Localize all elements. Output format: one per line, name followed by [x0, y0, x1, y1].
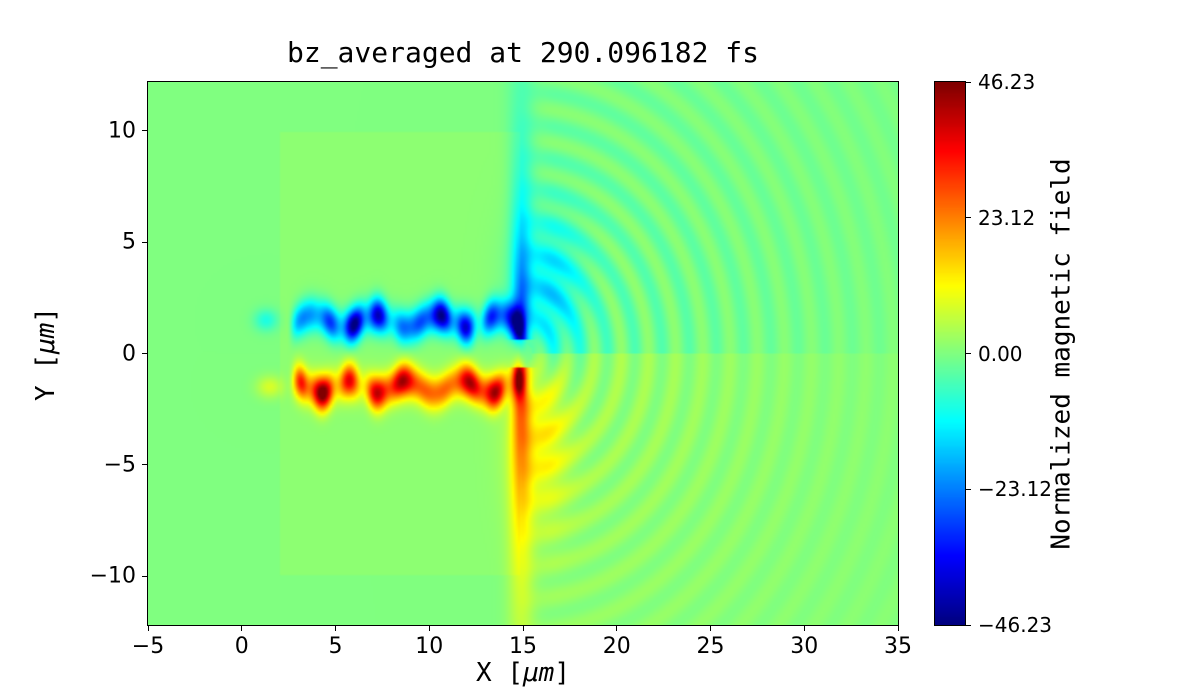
colorbar-tick-mark — [966, 353, 971, 354]
colorbar-canvas — [935, 82, 965, 625]
y-tick-mark — [142, 464, 147, 466]
y-tick-mark — [142, 353, 147, 354]
colorbar-tick-label: 46.23 — [978, 70, 1036, 94]
plot-title: bz_averaged at 290.096182 fs — [286, 36, 759, 69]
x-tick-label: 15 — [509, 634, 537, 659]
y-tick-label: 5 — [122, 229, 136, 255]
colorbar-tick-mark — [966, 217, 971, 219]
x-tick-label: 5 — [328, 634, 343, 659]
heatmap-canvas — [148, 82, 898, 625]
plot-frame — [147, 81, 899, 626]
colorbar-tick-mark — [966, 81, 971, 83]
x-tick-mark — [335, 626, 336, 631]
colorbar-label-wrap: Normalized magnetic field — [1042, 82, 1082, 625]
x-tick-label: 30 — [790, 634, 819, 659]
x-axis-label-unit: μm — [523, 658, 555, 688]
x-tick-label: −5 — [131, 634, 165, 659]
x-tick-mark — [147, 626, 149, 631]
y-tick-mark — [142, 241, 147, 243]
y-tick-mark — [142, 575, 147, 577]
colorbar-tick-mark — [966, 624, 971, 626]
x-axis-label-post: ] — [554, 658, 570, 688]
colorbar-tick-label: 0.00 — [978, 341, 1023, 366]
x-tick-mark — [522, 626, 524, 631]
y-tick-label: −5 — [103, 452, 136, 478]
x-tick-mark — [241, 626, 243, 631]
x-tick-mark — [897, 626, 899, 631]
colorbar-tick-mark — [966, 488, 971, 490]
x-axis-label: X [μm] — [148, 658, 898, 688]
colorbar-frame — [934, 81, 966, 626]
x-axis-label-pre: X [ — [476, 658, 523, 688]
x-tick-mark — [428, 626, 430, 631]
colorbar-tick-label: −46.23 — [978, 613, 1053, 637]
x-tick-label: 20 — [602, 634, 631, 659]
y-tick-label: 10 — [108, 118, 136, 144]
x-tick-label: 25 — [696, 634, 725, 659]
x-tick-mark — [710, 626, 711, 631]
colorbar-tick-label: 23.12 — [978, 205, 1036, 230]
x-tick-label: 35 — [884, 634, 912, 659]
y-tick-mark — [142, 130, 147, 132]
y-tick-label: −10 — [89, 563, 136, 589]
y-tick-label: 0 — [122, 341, 136, 366]
x-tick-label: 10 — [415, 634, 444, 659]
y-axis-label-post: ] — [31, 306, 61, 323]
x-tick-label: 0 — [234, 634, 249, 659]
colorbar-tick-label: −23.12 — [978, 477, 1053, 502]
x-tick-mark — [803, 626, 805, 631]
x-tick-mark — [616, 626, 618, 631]
